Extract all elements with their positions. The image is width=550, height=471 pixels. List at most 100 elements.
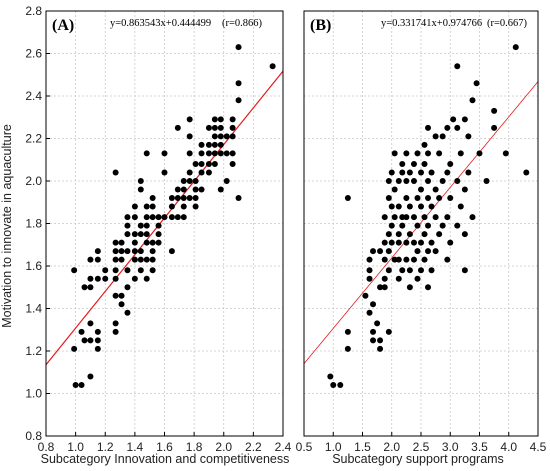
data-point (370, 328, 377, 335)
data-point (161, 169, 168, 176)
data-point (447, 161, 454, 167)
y-tick-label: 0.8 (25, 429, 42, 443)
data-point (399, 161, 406, 167)
data-point (94, 256, 101, 263)
data-point (421, 161, 428, 167)
x-tick-label: 2.0 (215, 440, 232, 454)
data-point (81, 284, 88, 291)
data-point (186, 169, 193, 176)
data-point (491, 107, 498, 114)
data-point (391, 214, 398, 221)
data-point (399, 169, 406, 176)
data-point (205, 141, 212, 148)
data-point (461, 186, 468, 193)
data-point (149, 256, 156, 263)
data-point (395, 203, 402, 210)
data-point (229, 124, 236, 131)
data-point (406, 169, 413, 176)
data-point (327, 373, 334, 380)
data-point (403, 178, 410, 184)
data-point (235, 80, 242, 87)
data-point (223, 150, 230, 157)
data-point (399, 222, 406, 229)
data-point (414, 222, 421, 229)
data-point (403, 256, 410, 263)
data-point (425, 222, 432, 229)
data-point (425, 178, 432, 184)
y-tick-label: 2.8 (25, 4, 42, 18)
data-point (461, 231, 468, 238)
data-point (439, 133, 446, 140)
data-point (78, 382, 85, 388)
data-point (337, 382, 344, 388)
data-point (124, 214, 131, 221)
x-tick-label: 1.4 (127, 440, 144, 454)
panel-a-points (71, 44, 276, 388)
data-point (186, 116, 193, 123)
data-point (137, 186, 144, 193)
data-point (94, 328, 101, 335)
data-point (391, 186, 398, 193)
data-point (406, 203, 413, 210)
data-point (124, 222, 131, 229)
x-tick-label: 4.5 (530, 440, 547, 454)
data-point (94, 248, 101, 255)
data-point (399, 267, 406, 274)
panel-b-regression-line (303, 81, 539, 364)
data-point (87, 373, 94, 380)
data-point (180, 178, 187, 184)
data-point (174, 214, 181, 221)
data-point (406, 267, 413, 274)
data-point (112, 256, 119, 263)
data-point (436, 150, 443, 157)
data-point (381, 214, 388, 221)
data-point (391, 150, 398, 157)
data-point (235, 44, 242, 51)
data-point (143, 222, 150, 229)
data-point (421, 214, 428, 221)
data-point (186, 195, 193, 201)
panel-b-equation: y=0.331741x+0.974766 (381, 18, 482, 29)
data-point (137, 248, 144, 255)
data-point (439, 178, 446, 184)
data-point (395, 256, 402, 263)
data-point (186, 178, 193, 184)
data-point (205, 169, 212, 176)
data-point (143, 239, 150, 246)
data-point (388, 203, 395, 210)
data-point (137, 231, 144, 238)
data-point (465, 169, 472, 176)
x-tick-label: 4.0 (500, 440, 517, 454)
data-point (454, 63, 461, 70)
data-point (118, 292, 125, 299)
data-point (454, 178, 461, 184)
data-point (149, 214, 156, 221)
data-point (444, 256, 451, 263)
data-point (81, 337, 88, 344)
data-point (211, 116, 218, 123)
data-point (395, 178, 402, 184)
data-point (143, 275, 150, 282)
y-tick-label: 1.0 (25, 387, 42, 401)
data-point (168, 203, 175, 210)
data-point (370, 301, 377, 308)
data-point (131, 248, 138, 255)
data-point (149, 267, 156, 274)
data-point (149, 248, 156, 255)
data-point (410, 161, 417, 167)
data-point (217, 186, 224, 193)
data-point (217, 116, 224, 123)
x-tick-label: 1.0 (67, 440, 84, 454)
data-point (381, 239, 388, 246)
data-point (87, 256, 94, 263)
data-point (476, 150, 483, 157)
data-point (406, 284, 413, 291)
data-point (370, 248, 377, 255)
data-point (428, 203, 435, 210)
data-point (370, 337, 377, 344)
data-point (418, 203, 424, 210)
data-point (72, 382, 79, 388)
data-point (428, 267, 435, 274)
data-point (149, 203, 156, 210)
data-point (403, 195, 410, 201)
